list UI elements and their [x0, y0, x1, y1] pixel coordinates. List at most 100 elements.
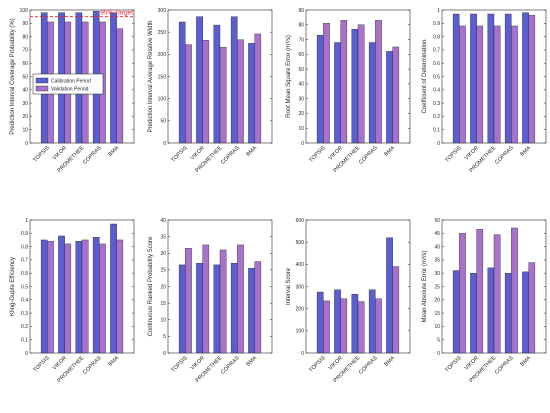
y-tick-label: 0.6	[433, 61, 440, 67]
y-axis-label: Continuous Ranked Probability Score	[148, 236, 154, 336]
bar-validation	[459, 233, 466, 354]
y-tick-label: 60	[298, 52, 304, 58]
y-tick-label: 50	[434, 218, 440, 224]
x-tick-label: BMA	[245, 145, 258, 158]
bar-validation	[375, 20, 382, 144]
y-tick-label: 45	[434, 231, 440, 237]
y-tick-label: 0.6	[21, 271, 28, 277]
bar-validation	[323, 23, 330, 144]
x-tick-label: COPRAS	[358, 145, 379, 166]
y-tick-label: 50	[22, 74, 28, 80]
y-tick-label: 0.1	[433, 128, 440, 134]
x-tick-label: COPRAS	[358, 355, 379, 376]
y-tick-label: 20	[434, 298, 440, 304]
y-axis-label: Coefficient of Determination	[422, 40, 428, 114]
bar-calibration	[178, 21, 186, 144]
bar-validation	[511, 25, 518, 144]
x-tick-label: TOPSIS	[444, 355, 463, 374]
bar-calibration	[452, 270, 460, 354]
x-tick-label: VIKOR	[190, 355, 206, 371]
bar-calibration	[386, 237, 393, 354]
bar-calibration	[213, 24, 221, 144]
x-tick-label: BMA	[519, 145, 532, 158]
bar-calibration	[75, 241, 83, 354]
y-tick-label: 40	[434, 244, 440, 250]
y-tick-label: 0.4	[21, 298, 28, 304]
x-tick-label: COPRAS	[82, 355, 103, 376]
y-tick-label: 35	[434, 258, 440, 264]
bar-calibration	[248, 268, 255, 354]
y-tick-label: 20	[22, 114, 28, 120]
y-tick-label: 0	[301, 141, 304, 147]
bar-validation	[528, 15, 536, 144]
y-tick-label: 30	[434, 271, 440, 277]
legend: Calibration Period Validation Period	[32, 73, 104, 95]
y-tick-label: 15	[434, 311, 440, 317]
bar-validation	[323, 300, 330, 354]
y-tick-label: 30	[298, 96, 304, 102]
y-tick-label: 0.7	[21, 258, 28, 264]
y-tick-label: 80	[22, 34, 28, 40]
chart-panel: 0 5 10 15 20 25 30 35 40 Continuous Ranked Probab…	[148, 218, 273, 384]
x-tick-label: TOPSIS	[32, 145, 51, 164]
y-axis-label: Root Mean Square Error (m³/s)	[286, 35, 292, 118]
x-tick-label: BMA	[383, 145, 396, 158]
y-tick-label: 400	[296, 262, 305, 268]
y-tick-label: 300	[296, 284, 305, 290]
y-tick-label: 0.3	[21, 311, 28, 317]
y-tick-label: 0.8	[21, 244, 28, 250]
x-tick-label: TOPSIS	[308, 355, 327, 374]
y-tick-label: 5	[437, 338, 440, 344]
bar-calibration	[504, 13, 512, 144]
bar-calibration	[351, 29, 359, 144]
x-tick-label: BMA	[245, 355, 258, 368]
bar-validation	[357, 24, 365, 144]
x-tick-label: COPRAS	[220, 145, 241, 166]
bar-validation	[47, 241, 54, 354]
y-tick-label: 50	[160, 119, 166, 125]
bar-calibration	[487, 13, 495, 144]
x-tick-label: TOPSIS	[170, 355, 189, 374]
bar-calibration	[196, 263, 203, 354]
legend-item-label: Calibration Period	[51, 78, 91, 84]
legend-item-label: Validation Period	[51, 86, 89, 92]
bar-calibration	[386, 51, 393, 144]
bar-validation	[476, 25, 484, 144]
y-tick-label: 5	[163, 334, 166, 340]
bar-validation	[459, 25, 466, 144]
x-tick-label: VIKOR	[464, 145, 480, 161]
bar-validation	[219, 47, 227, 144]
y-tick-label: 60	[22, 61, 28, 67]
x-tick-label: COPRAS	[494, 145, 515, 166]
y-tick-label: 0	[25, 141, 28, 147]
y-axis-label: Prediction Interval Average Relative Wid…	[148, 21, 154, 133]
y-tick-label: 0.5	[433, 74, 440, 80]
x-tick-label: VIKOR	[52, 355, 68, 371]
target-label: 95% Target	[100, 10, 133, 17]
bar-validation	[340, 20, 348, 144]
chart-panel: 0 0.1 0.2 0.3 0.4 0.5 0.6 0.7 0.8 0.9 1 Coefficient…	[422, 8, 547, 174]
y-tick-label: 70	[22, 48, 28, 54]
chart-panel: 0 10 20 30 40 50 60 70 80 90 Root Mean Square Erro…	[286, 8, 411, 174]
bar-validation	[219, 249, 227, 354]
bar-calibration	[504, 273, 512, 354]
chart-panel: 0 50 100 150 200 250 300 Prediction Interval Av…	[148, 8, 273, 174]
bar-calibration	[368, 289, 376, 354]
bar-validation	[493, 234, 501, 354]
y-tick-label: 0	[163, 141, 166, 147]
y-tick-label: 0.8	[433, 34, 440, 40]
x-tick-label: COPRAS	[220, 355, 241, 376]
bar-calibration	[487, 267, 495, 354]
y-tick-label: 100	[296, 329, 305, 335]
bar-validation	[64, 243, 72, 354]
bar-validation	[392, 46, 400, 144]
y-tick-label: 35	[160, 234, 166, 240]
y-tick-label: 90	[298, 8, 304, 14]
bar-calibration	[470, 273, 477, 354]
x-tick-label: VIKOR	[190, 145, 206, 161]
y-tick-label: 0.4	[433, 88, 440, 94]
y-tick-label: 0	[437, 141, 440, 147]
bar-calibration	[351, 294, 359, 354]
bar-calibration	[178, 264, 186, 354]
